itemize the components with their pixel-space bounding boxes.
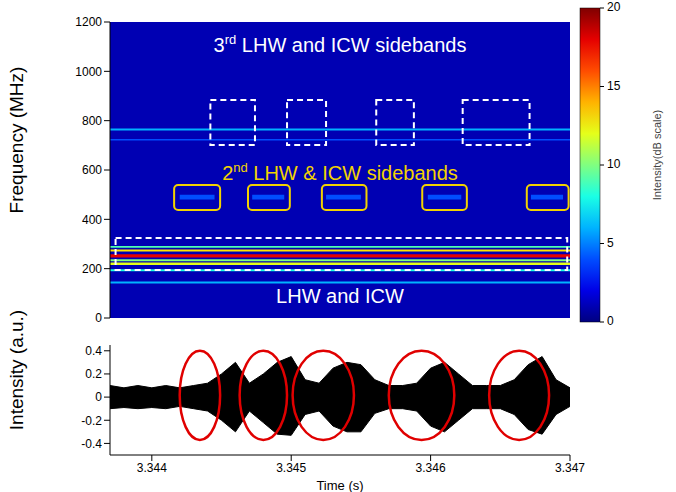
svg-text:600: 600	[82, 163, 102, 177]
svg-text:-0.4: -0.4	[81, 437, 102, 451]
svg-text:800: 800	[82, 114, 102, 128]
svg-text:15: 15	[607, 79, 621, 93]
svg-text:Time (s): Time (s)	[316, 478, 363, 492]
svg-text:1000: 1000	[75, 65, 102, 79]
svg-text:-0.2: -0.2	[81, 414, 102, 428]
svg-text:3.347: 3.347	[555, 461, 585, 475]
svg-text:3.345: 3.345	[276, 461, 306, 475]
svg-text:0.2: 0.2	[85, 367, 102, 381]
svg-text:Frequency (MHz): Frequency (MHz)	[6, 67, 27, 214]
svg-text:200: 200	[82, 262, 102, 276]
html-text:2ndLHW & ICW sidebands: 2ndLHW & ICW sidebands	[222, 160, 458, 184]
html-text:LHW and ICW: LHW and ICW	[276, 285, 404, 307]
svg-text:3.346: 3.346	[416, 461, 446, 475]
svg-text:0: 0	[95, 390, 102, 404]
svg-text:0.4: 0.4	[85, 344, 102, 358]
svg-text:0: 0	[607, 314, 614, 328]
html-text:3rdLHW and ICW sidebands: 3rdLHW and ICW sidebands	[213, 32, 467, 56]
svg-text:5: 5	[607, 236, 614, 250]
svg-text:3.344: 3.344	[137, 461, 167, 475]
svg-text:10: 10	[607, 157, 621, 171]
svg-text:Intensity(dB scale): Intensity(dB scale)	[651, 110, 663, 200]
svg-text:1200: 1200	[75, 15, 102, 29]
svg-text:0: 0	[95, 311, 102, 325]
svg-text:400: 400	[82, 213, 102, 227]
svg-text:Intensity (a.u.): Intensity (a.u.)	[6, 310, 27, 430]
svg-text:20: 20	[607, 0, 621, 14]
